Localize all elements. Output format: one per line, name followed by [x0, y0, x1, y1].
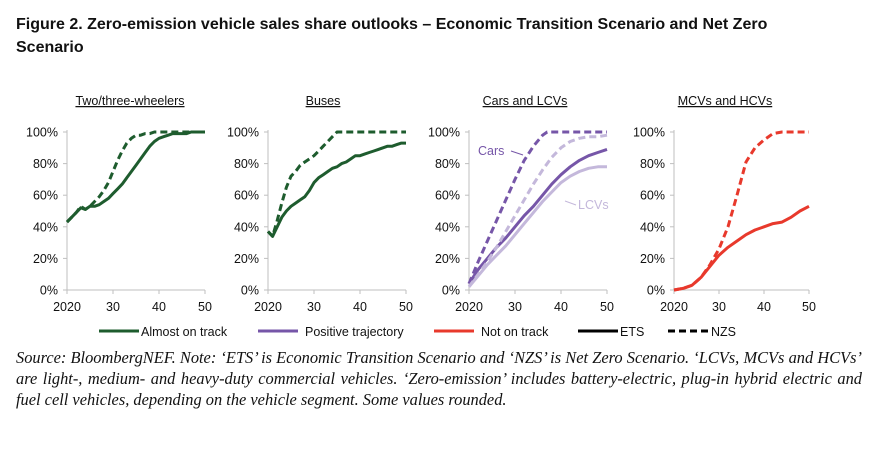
legend-item-positive-trajectory: Positive trajectory — [258, 325, 404, 339]
series-line-nzs — [65, 130, 205, 224]
legend-item-almost-on-track: Almost on track — [99, 325, 228, 339]
figure-title-line2: Scenario — [16, 39, 84, 56]
chart-panel-mcvs-and-hcvs: MCVs and HCVs 0% 20% 40% 60% 80% 100% 2020 30 40 5… — [633, 94, 816, 314]
series-line-ets — [673, 204, 810, 292]
y-tick-label: 100% — [227, 126, 259, 140]
annotation-lcvs-leader — [564, 200, 577, 206]
y-tick-label: 0% — [442, 284, 460, 298]
annotation-lcvs: LCVs — [578, 198, 609, 212]
x-tick-label: 30 — [106, 300, 120, 314]
y-tick-label: 40% — [435, 220, 460, 234]
y-tick-label: 100% — [26, 126, 58, 140]
legend-item-nzs: NZS — [668, 325, 736, 339]
y-tick-label: 80% — [234, 157, 259, 171]
legend: Almost on track Positive trajectory Not on… — [99, 325, 736, 339]
x-tick-label: 50 — [600, 300, 614, 314]
y-tick-label: 20% — [435, 252, 460, 266]
legend-label: Positive trajectory — [305, 325, 404, 339]
series-line-cars-nzs — [467, 130, 607, 285]
x-tick-label: 40 — [554, 300, 568, 314]
y-tick-label: 100% — [428, 126, 460, 140]
y-tick-label: 0% — [241, 284, 259, 298]
y-tick-label: 0% — [647, 284, 665, 298]
y-tick-label: 80% — [435, 157, 460, 171]
chart-panel-two-three-wheelers: Two/three-wheelers 0% 20% 40% 60% 80% 100% 2020… — [26, 94, 212, 314]
panel-title: MCVs and HCVs — [678, 94, 772, 108]
y-tick-label: 80% — [33, 157, 58, 171]
series-line-ets — [266, 141, 406, 238]
legend-label: Not on track — [481, 325, 549, 339]
x-tick-label: 50 — [399, 300, 413, 314]
annotation-cars: Cars — [478, 144, 504, 158]
figure-title: Figure 2. Zero-emission vehicle sales sh… — [16, 13, 866, 59]
y-tick-label: 40% — [33, 220, 58, 234]
y-tick-label: 20% — [640, 252, 665, 266]
panel-title: Cars and LCVs — [483, 94, 568, 108]
y-tick-label: 40% — [234, 220, 259, 234]
x-tick-label: 2020 — [660, 300, 688, 314]
panel-title: Two/three-wheelers — [75, 94, 184, 108]
y-tick-label: 60% — [435, 189, 460, 203]
series-line-ets — [65, 130, 205, 224]
y-tick-label: 20% — [234, 252, 259, 266]
x-tick-label: 40 — [152, 300, 166, 314]
legend-item-ets: ETS — [578, 325, 644, 339]
series-line-lcvs-nzs — [467, 133, 608, 288]
series-line-lcvs-ets — [467, 165, 607, 288]
source-note: Source: BloombergNEF. Note: ‘ETS’ is Eco… — [16, 348, 862, 409]
y-tick-label: 60% — [640, 189, 665, 203]
x-tick-label: 40 — [757, 300, 771, 314]
y-tick-label: 20% — [33, 252, 58, 266]
x-tick-label: 2020 — [455, 300, 483, 314]
y-tick-label: 40% — [640, 220, 665, 234]
chart-panel-buses: Buses 0% 20% 40% 60% 80% 100% 2020 30 40 50 — [227, 94, 413, 314]
y-tick-label: 100% — [633, 126, 665, 140]
figure-title-line1: Figure 2. Zero-emission vehicle sales sh… — [16, 16, 768, 33]
chart-panel-cars-and-lcvs: Cars and LCVs 0% 20% 40% 60% 80% 100% 2020 30 40 5… — [428, 94, 614, 314]
legend-label: Almost on track — [141, 325, 228, 339]
legend-label: NZS — [711, 325, 736, 339]
panel-title: Buses — [306, 94, 341, 108]
x-tick-label: 30 — [712, 300, 726, 314]
y-tick-label: 0% — [40, 284, 58, 298]
x-tick-label: 2020 — [254, 300, 282, 314]
x-tick-label: 40 — [353, 300, 367, 314]
y-tick-label: 60% — [33, 189, 58, 203]
legend-label: ETS — [620, 325, 644, 339]
y-tick-label: 80% — [640, 157, 665, 171]
series-line-nzs — [266, 130, 406, 238]
x-tick-label: 50 — [802, 300, 816, 314]
x-tick-label: 2020 — [53, 300, 81, 314]
legend-item-not-on-track: Not on track — [434, 325, 549, 339]
series-line-cars-ets — [467, 147, 608, 285]
annotation-cars-leader — [510, 150, 524, 156]
series-line-nzs — [673, 130, 809, 292]
x-tick-label: 50 — [198, 300, 212, 314]
charts-area: Two/three-wheelers 0% 20% 40% 60% 80% 100% 2020… — [26, 94, 816, 339]
y-tick-label: 60% — [234, 189, 259, 203]
x-tick-label: 30 — [508, 300, 522, 314]
x-tick-label: 30 — [307, 300, 321, 314]
